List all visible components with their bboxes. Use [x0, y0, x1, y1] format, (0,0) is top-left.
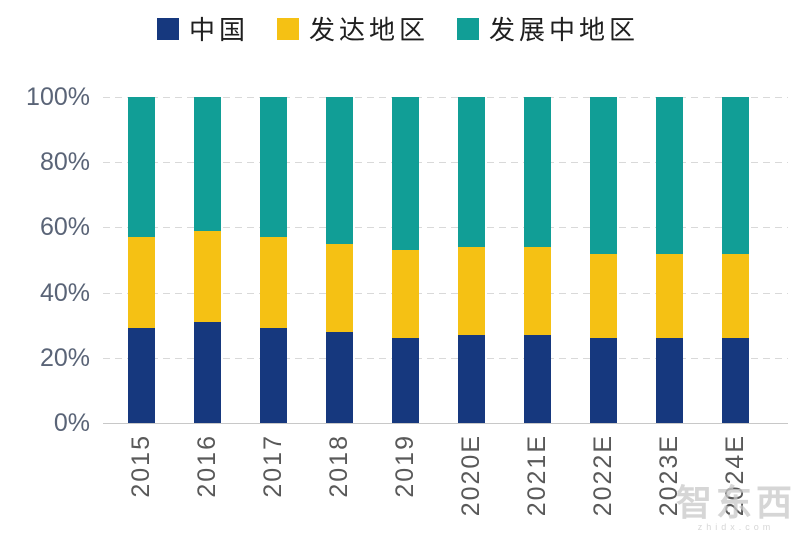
bar-segment	[127, 237, 155, 329]
gridline	[103, 357, 788, 359]
bar-segment	[589, 338, 617, 423]
bar-2020E	[457, 97, 485, 423]
bar-segment	[193, 230, 221, 322]
bar-segment	[457, 334, 485, 423]
bar-2016	[193, 97, 221, 423]
legend-swatch-developed-icon	[277, 17, 300, 40]
bar-segment	[193, 97, 221, 231]
bar-2019	[391, 97, 419, 423]
bar-2018	[325, 97, 353, 423]
bar-segment	[259, 97, 287, 238]
bar-segment	[325, 243, 353, 332]
bar-2023E	[655, 97, 683, 423]
bar-segment	[655, 97, 683, 254]
bar-segment	[391, 250, 419, 339]
bar-segment	[523, 97, 551, 247]
legend-label-china: 中国	[189, 15, 250, 45]
bar-2021E	[523, 97, 551, 423]
bar-segment	[127, 97, 155, 238]
bar-segment	[457, 97, 485, 247]
bar-segment	[589, 253, 617, 339]
legend-label-developed: 发达地区	[309, 15, 430, 45]
bar-segment	[523, 246, 551, 335]
y-tick-label: 40%	[39, 278, 90, 307]
plot-area	[103, 97, 788, 424]
y-tick-label: 100%	[26, 83, 90, 111]
bar-2022E	[589, 97, 617, 423]
watermark-url: zhidx.com	[697, 522, 775, 532]
bar-segment	[655, 338, 683, 423]
legend: 中国 发达地区 发展中地区	[157, 10, 639, 47]
bar-2015	[127, 97, 155, 423]
legend-swatch-developing-icon	[457, 17, 480, 40]
gridline	[103, 162, 788, 164]
y-tick-label: 0%	[53, 409, 90, 437]
gridline	[103, 227, 788, 229]
bar-segment	[721, 253, 749, 339]
bar-segment	[259, 237, 287, 329]
legend-item-china: 中国	[157, 10, 249, 47]
bar-segment	[259, 328, 287, 423]
bar-segment	[391, 97, 419, 251]
legend-item-developing: 发展中地区	[457, 10, 639, 47]
bar-segment	[721, 97, 749, 254]
bar-2024E	[721, 97, 749, 423]
bar-segment	[325, 97, 353, 244]
bar-segment	[325, 331, 353, 423]
bar-2017	[259, 97, 287, 423]
bar-segment	[457, 246, 485, 335]
legend-label-developing: 发展中地区	[489, 15, 640, 45]
legend-swatch-china-icon	[157, 17, 179, 40]
y-tick-label: 20%	[39, 343, 90, 372]
legend-item-developed: 发达地区	[277, 10, 429, 47]
bar-segment	[523, 334, 551, 423]
y-tick-label: 80%	[39, 148, 90, 177]
y-tick-label: 60%	[39, 213, 90, 242]
bar-segment	[655, 253, 683, 339]
bar-segment	[589, 97, 617, 254]
gridline	[103, 292, 788, 294]
bar-segment	[127, 328, 155, 423]
bar-segment	[193, 321, 221, 423]
gridline	[103, 97, 788, 98]
bar-segment	[721, 338, 749, 423]
bar-segment	[391, 338, 419, 423]
